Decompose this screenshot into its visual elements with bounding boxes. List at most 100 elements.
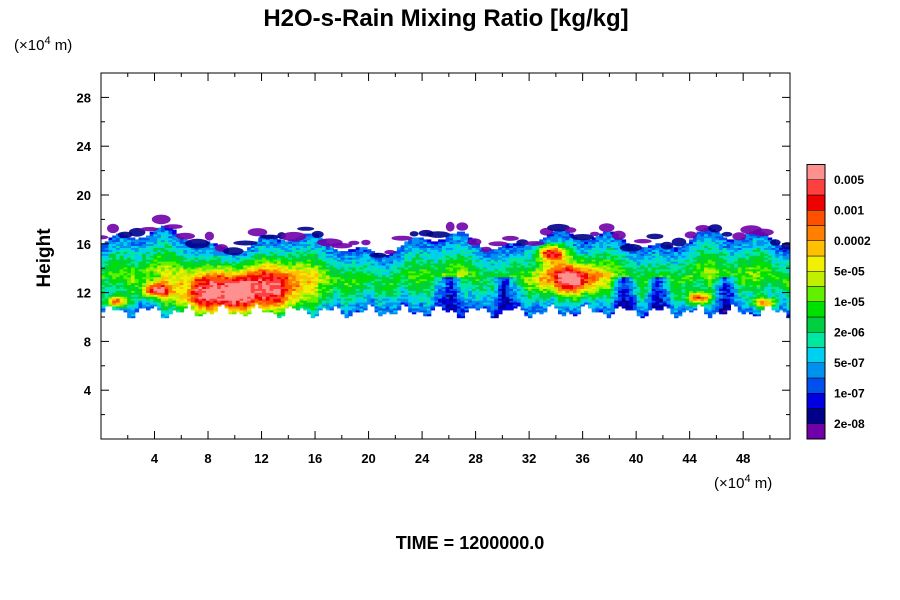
field-cell (370, 264, 376, 268)
field-cell (445, 305, 450, 309)
field-cell (610, 296, 615, 299)
field-cell (202, 303, 207, 307)
field-cell (277, 262, 282, 266)
field-cell (168, 249, 173, 252)
field-cell (603, 237, 608, 241)
field-cell (430, 274, 435, 278)
field-cell (415, 301, 421, 305)
field-cell (273, 303, 278, 307)
field-cell (524, 290, 529, 293)
field-cell (501, 288, 507, 291)
field-cell (546, 280, 552, 284)
field-cell (146, 299, 151, 303)
field-cell (501, 270, 507, 274)
field-cell (310, 268, 316, 272)
field-cell (127, 258, 132, 262)
field-cell (344, 278, 349, 282)
field-cell (198, 309, 203, 313)
field-cell (112, 257, 117, 260)
field-cell (202, 309, 207, 313)
field-cell (307, 247, 312, 250)
field-cell (318, 303, 323, 307)
field-cell (423, 268, 428, 272)
field-cell (322, 276, 327, 280)
field-cell (419, 290, 424, 293)
field-cell (307, 296, 312, 299)
field-cell (516, 258, 522, 262)
field-cell (258, 276, 263, 280)
field-cell (603, 241, 608, 245)
field-cell (224, 268, 229, 272)
field-cell (101, 268, 106, 272)
field-cell (194, 276, 200, 280)
field-cell (183, 266, 188, 270)
field-cell (393, 305, 398, 309)
field-cell (138, 284, 143, 287)
field-cell (179, 258, 185, 262)
field-cell (228, 258, 233, 262)
field-cell (232, 274, 237, 278)
field-cell (603, 284, 608, 287)
field-cell (520, 280, 525, 284)
field-cell (123, 258, 128, 262)
field-cell (404, 280, 409, 284)
field-cell (453, 255, 458, 258)
field-cell (131, 282, 136, 286)
field-cell (209, 299, 214, 303)
field-cell (179, 262, 185, 266)
field-cell (250, 251, 256, 254)
field-cell (543, 268, 548, 272)
field-cell (498, 305, 503, 309)
field-cell (479, 253, 484, 256)
field-cell (168, 307, 173, 311)
field-cell (333, 282, 338, 286)
field-cell (359, 278, 364, 282)
field-cell (172, 296, 177, 299)
field-cell (352, 264, 357, 268)
field-cell (546, 235, 552, 239)
field-cell (408, 253, 413, 256)
field-cell (580, 286, 585, 289)
field-cell (307, 272, 312, 276)
field-cell (280, 253, 286, 256)
field-cell (175, 307, 181, 311)
field-cell (164, 311, 170, 315)
field-cell (471, 249, 477, 252)
field-cell (284, 245, 289, 248)
field-cell (288, 247, 293, 250)
field-cell (175, 280, 181, 284)
field-cell (520, 268, 525, 272)
field-cell (153, 239, 158, 243)
field-cell (539, 282, 544, 286)
field-cell (157, 229, 162, 233)
field-cell (243, 299, 248, 303)
field-cell (367, 288, 372, 291)
field-cell (513, 278, 518, 282)
field-cell (501, 282, 507, 286)
field-cell (209, 286, 214, 289)
field-cell (258, 249, 263, 252)
field-cell (569, 258, 574, 262)
field-cell (516, 303, 522, 307)
field-cell (468, 276, 473, 280)
field-cell (561, 268, 567, 272)
field-cell (202, 282, 207, 286)
field-cell (153, 266, 158, 270)
field-cell (546, 303, 552, 307)
field-cell (374, 264, 379, 268)
field-cell (606, 315, 612, 319)
field-cell (378, 274, 383, 278)
field-cell (235, 298, 241, 301)
field-cell (292, 280, 297, 284)
field-cell (595, 262, 600, 266)
field-cell (445, 292, 450, 295)
field-cell (426, 257, 432, 260)
field-cell (430, 307, 435, 311)
field-cell (190, 296, 196, 299)
field-cell (239, 296, 244, 299)
field-cell (501, 303, 507, 307)
field-cell (116, 258, 121, 262)
field-cell (190, 307, 196, 311)
field-cell (160, 290, 166, 293)
field-cell (464, 257, 469, 260)
